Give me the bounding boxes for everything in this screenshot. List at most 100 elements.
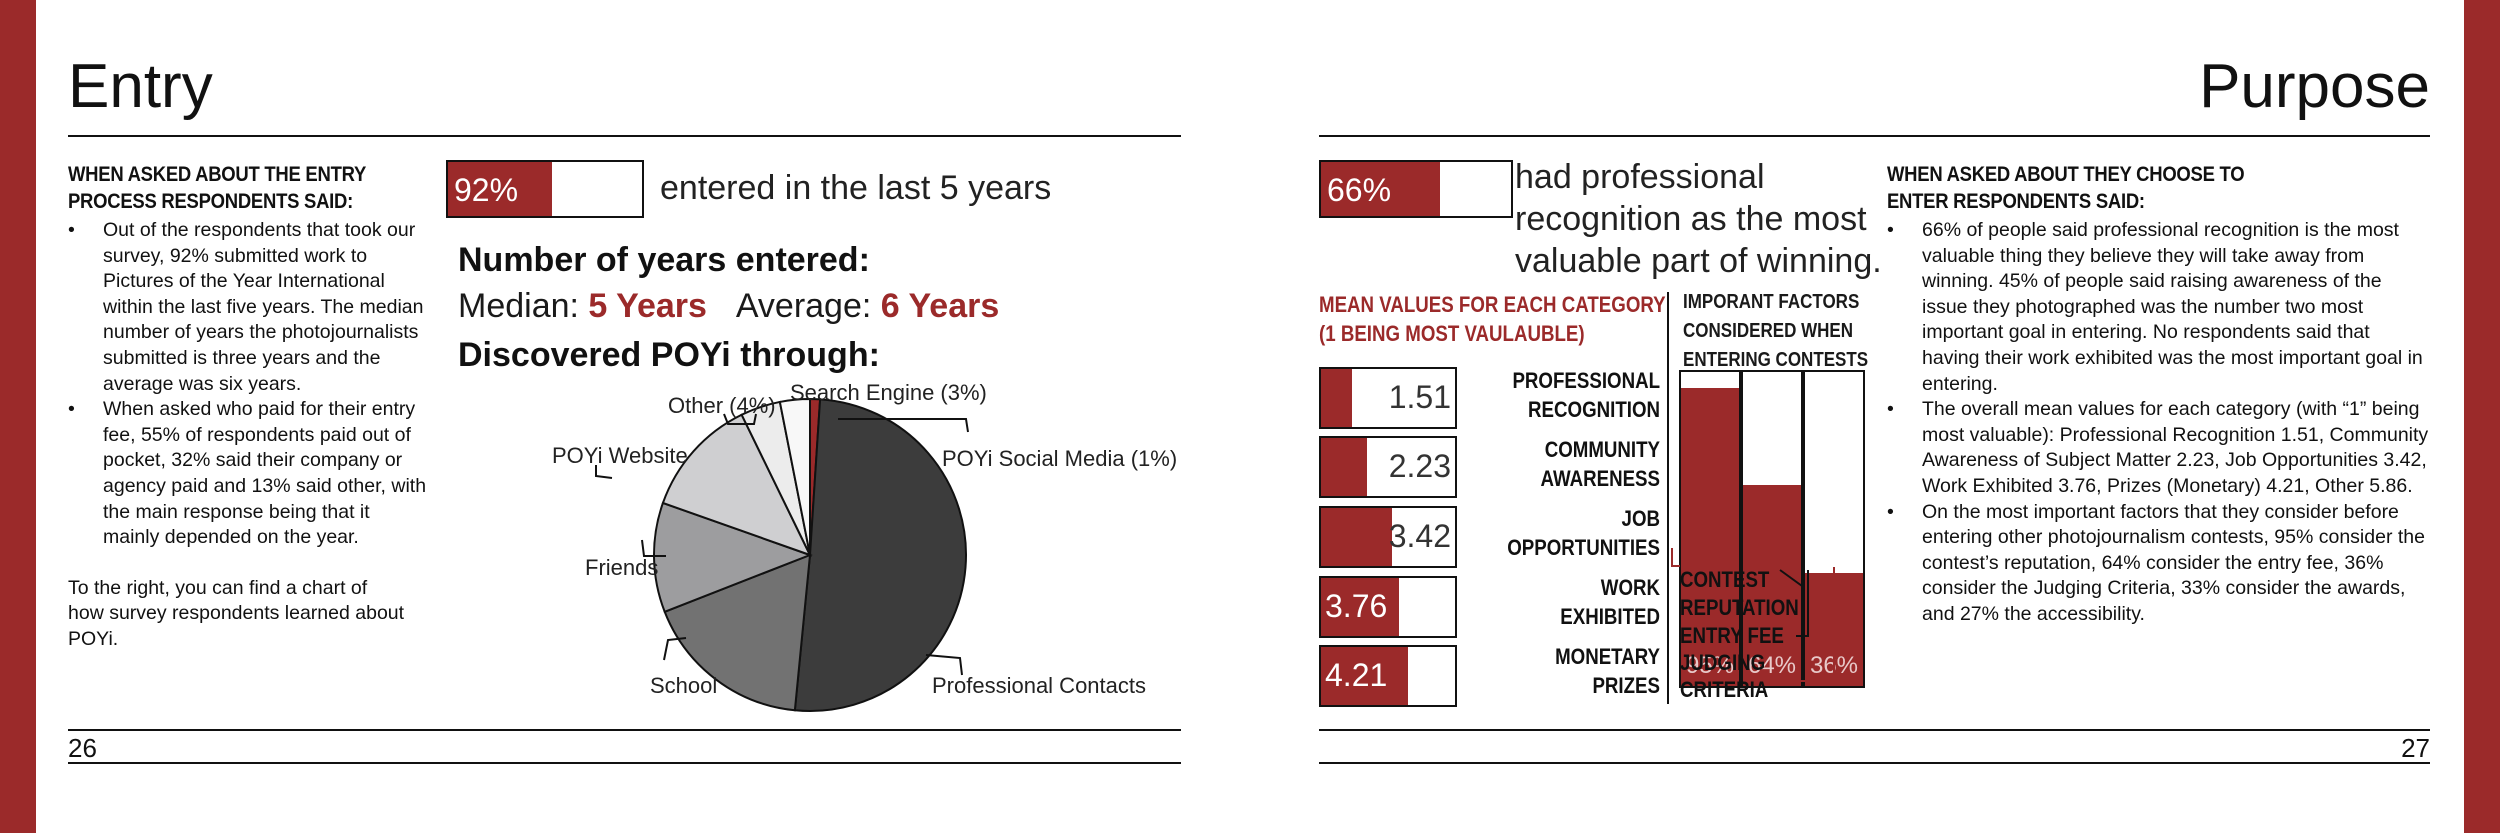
category-monetary-prizes: MONETARY PRIZES — [1490, 642, 1660, 700]
recognition-percent-fill — [1321, 162, 1441, 216]
factors-heading: IMPORANT FACTORS CONSIDERED WHEN ENTERIN… — [1683, 288, 1868, 375]
purpose-bullet-1: 66% of people said professional recognit… — [1887, 218, 2432, 397]
mean-bar-community-awareness: 2.23 — [1319, 436, 1457, 498]
mean-bar-monetary-prizes: 4.21 — [1319, 645, 1457, 707]
category-community-awareness: COMMUNITY AWARENESS — [1490, 435, 1660, 493]
left-edge-bar — [0, 0, 36, 833]
average-value: 6 Years — [880, 287, 1000, 325]
pie-label-search-engine: Search Engine (3%) — [790, 380, 987, 405]
mean-fill — [1321, 508, 1392, 566]
means-heading-line-2: (1 BEING MOST VAULAUBLE) — [1319, 321, 1585, 346]
category-line: COMMUNITY — [1544, 437, 1660, 462]
footer-rule-bottom-left — [68, 762, 1181, 764]
category-line: AWARENESS — [1540, 466, 1660, 491]
category-line: RECOGNITION — [1528, 397, 1660, 422]
average-label: Average: — [735, 287, 872, 325]
entry-percent-bar: 92% — [446, 160, 644, 218]
category-line: MONETARY — [1555, 644, 1660, 669]
factor-fill — [1743, 485, 1801, 686]
mean-bar-professional-recognition: 1.51 — [1319, 367, 1457, 429]
factor-fill — [1681, 387, 1739, 686]
category-line: EXHIBITED — [1560, 604, 1660, 629]
recognition-caption-line-2: recognition as the most — [1515, 200, 1867, 238]
category-line: PRIZES — [1592, 673, 1660, 698]
factor-label-judging: JUDGING — [1680, 650, 1766, 675]
mean-bar-job-opportunities: 3.42 — [1319, 506, 1457, 568]
purpose-bullet-list: 66% of people said professional recognit… — [1887, 218, 2432, 628]
factor-percent: 64% — [1747, 652, 1797, 679]
entry-bullet-1: Out of the respondents that took our sur… — [68, 218, 428, 397]
category-line: PROFESSIONAL — [1512, 368, 1660, 393]
discovered-heading: Discovered POYi through: — [458, 336, 880, 374]
recognition-percent-bar: 66% — [1319, 160, 1513, 218]
entry-percent-value: 92% — [454, 172, 519, 208]
pie-label-website: POYi Website — [552, 443, 688, 468]
mean-fill — [1321, 438, 1367, 496]
category-professional-recognition: PROFESSIONAL RECOGNITION — [1490, 366, 1660, 424]
mean-value: 3.42 — [1388, 518, 1451, 554]
entry-percent-caption: entered in the last 5 years — [660, 169, 1052, 207]
years-entered-heading: Number of years entered: — [458, 241, 870, 279]
pie-label-social-media: POYi Social Media (1%) — [942, 446, 1178, 471]
title-divider-left — [68, 135, 1181, 137]
discovered-pie-chart — [595, 397, 969, 712]
pie-slice-friends — [653, 501, 813, 614]
entry-closing-text: To the right, you can find a chart of ho… — [68, 576, 405, 650]
factors-heading-line-2: CONSIDERED WHEN — [1683, 320, 1854, 342]
category-line: WORK — [1600, 575, 1660, 600]
median-value: 5 Years — [588, 287, 707, 325]
mean-value: 2.23 — [1388, 448, 1451, 484]
mean-value: 3.76 — [1325, 588, 1388, 624]
pie-slice-school — [663, 553, 812, 712]
entry-percent-fill — [448, 162, 552, 216]
entry-bullet-2: When asked who paid for their entry fee,… — [68, 397, 428, 551]
category-job-opportunities: JOB OPPORTUNITIES — [1490, 504, 1660, 562]
recognition-caption-line-1: had professional — [1515, 158, 1765, 196]
purpose-text-block: 66% of people said professional recognit… — [1887, 218, 2432, 628]
means-heading-line-1: MEAN VALUES FOR EACH CATEGORY — [1319, 292, 1666, 317]
pie-label-school: School — [650, 673, 718, 698]
factor-bar-entry-fee: 64% — [1741, 370, 1803, 688]
pie-slice-website — [661, 413, 812, 557]
entry-text-block: Out of the respondents that took our sur… — [68, 218, 428, 653]
factor-bar-contest-reputation: 95% — [1679, 370, 1741, 688]
category-line: JOB — [1621, 506, 1660, 531]
mean-fill — [1321, 578, 1399, 636]
years-stats-line: Median: 5 Years Average: 6 Years — [458, 287, 999, 326]
factor-percent: 95% — [1685, 652, 1735, 679]
purpose-bullet-2: The overall mean values for each categor… — [1887, 397, 2432, 499]
factor-label-reputation: REPUTATION — [1680, 595, 1799, 620]
recognition-percent-value: 66% — [1327, 172, 1392, 208]
factor-label-entry-fee: ENTRY FEE — [1680, 623, 1784, 648]
factors-heading-line-1: IMPORANT FACTORS — [1683, 291, 1860, 313]
footer-rule-bottom-right — [1319, 762, 2430, 764]
title-divider-right — [1319, 135, 2430, 137]
page-number-right: 27 — [2401, 733, 2430, 763]
factor-label-contest: CONTEST — [1680, 567, 1770, 592]
mean-bar-work-exhibited: 3.76 — [1319, 576, 1457, 638]
category-line: OPPORTUNITIES — [1507, 535, 1660, 560]
pie-slice-search-engine — [778, 397, 811, 556]
pie-label-professional-contacts: Professional Contacts — [932, 673, 1146, 698]
pie-label-other: Other (4%) — [668, 393, 776, 418]
factor-label-criteria: CRITERIA — [1680, 677, 1769, 702]
recognition-caption: had professional recognition as the most… — [1515, 156, 1882, 282]
pie-leader-lines — [595, 413, 969, 676]
pie-label-friends: Friends — [585, 555, 659, 580]
median-label: Median: — [458, 287, 579, 325]
footer-rule-top-right — [1319, 729, 2430, 731]
page-number-left: 26 — [68, 733, 97, 763]
mean-value: 1.51 — [1388, 379, 1451, 415]
factors-divider — [1667, 292, 1669, 704]
entry-section-heading: WHEN ASKED ABOUT THE ENTRY PROCESS RESPO… — [68, 163, 366, 213]
entry-bullet-list: Out of the respondents that took our sur… — [68, 218, 428, 551]
mean-value: 4.21 — [1325, 657, 1388, 693]
category-work-exhibited: WORK EXHIBITED — [1490, 573, 1660, 631]
purpose-bullet-3: On the most important factors that they … — [1887, 500, 2432, 628]
footer-rule-top-left — [68, 729, 1181, 731]
page-title-purpose: Purpose — [2199, 52, 2430, 121]
purpose-section-heading: WHEN ASKED ABOUT THEY CHOOSE TO ENTER RE… — [1887, 163, 2245, 213]
mean-fill — [1321, 369, 1353, 427]
recognition-caption-line-3: valuable part of winning. — [1515, 242, 1882, 280]
